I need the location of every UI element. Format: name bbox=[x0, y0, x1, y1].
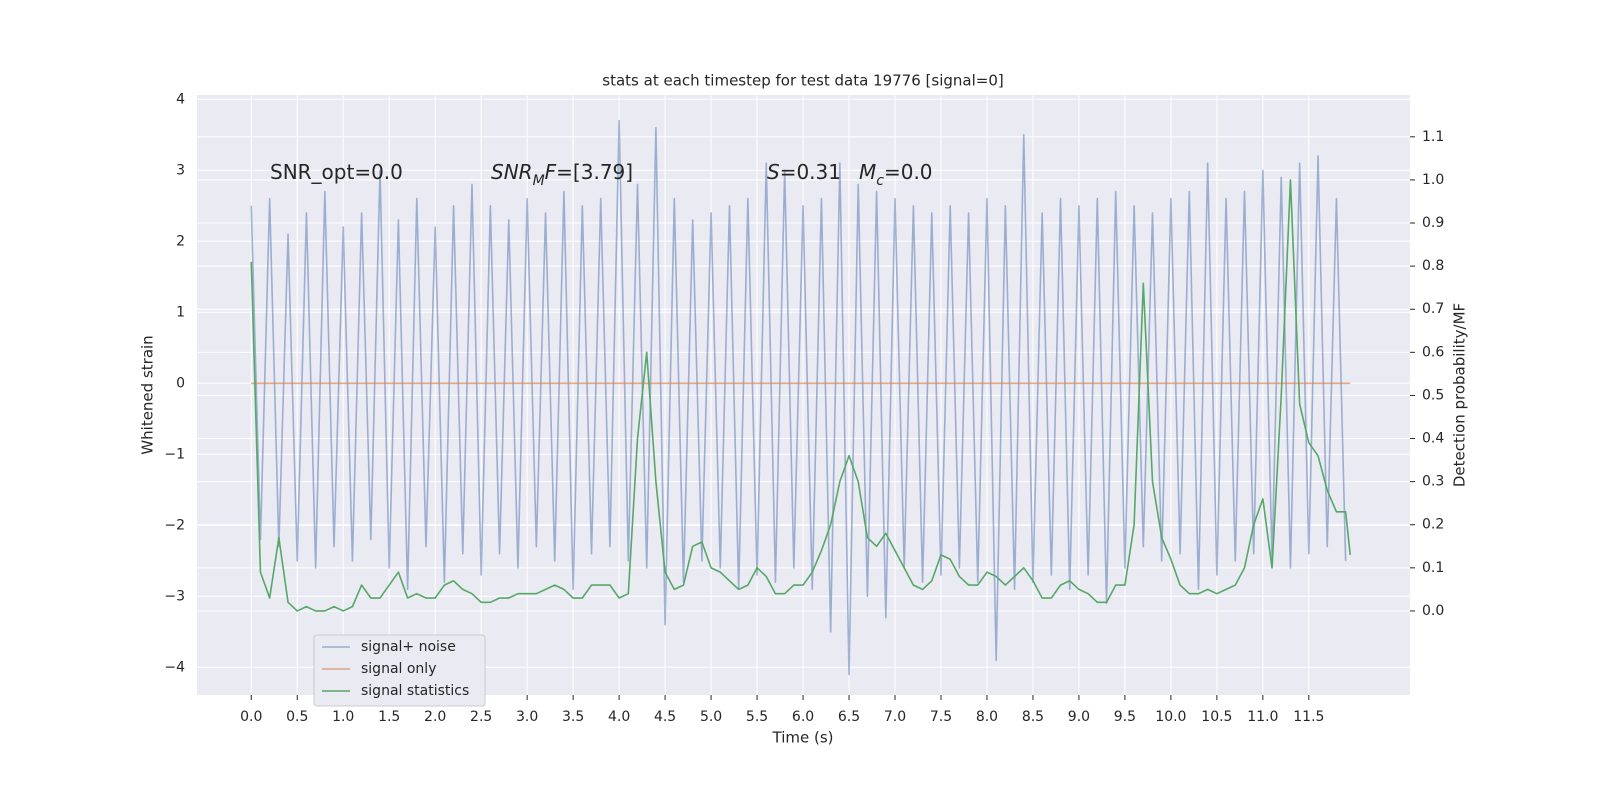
y2-tick-label: 0.0 bbox=[1422, 603, 1444, 619]
x-tick-label: 4.5 bbox=[654, 709, 676, 725]
y2-tick-label: 0.6 bbox=[1422, 344, 1444, 360]
x-tick-label: 5.5 bbox=[746, 709, 768, 725]
annotation: SNRMF=[3.79] bbox=[491, 160, 633, 190]
x-tick-label: 3.5 bbox=[562, 709, 584, 725]
legend-box bbox=[313, 634, 486, 707]
annotation: S=0.31 bbox=[767, 160, 841, 184]
y-axis-label: Whitened strain bbox=[139, 335, 157, 454]
legend-label: signal+ noise bbox=[361, 639, 456, 655]
x-tick-label: 9.5 bbox=[1114, 709, 1136, 725]
legend-label: signal only bbox=[361, 661, 436, 677]
annotation-part: F bbox=[545, 160, 557, 184]
x-tick-label: 11.5 bbox=[1293, 709, 1324, 725]
annotation-part: SNR bbox=[491, 160, 533, 184]
y-tick-label: −3 bbox=[164, 588, 185, 604]
y-tick-label: −1 bbox=[164, 446, 185, 462]
y-tick-label: 1 bbox=[176, 304, 185, 320]
annotation-part: c bbox=[876, 173, 884, 189]
x-tick-label: 7.0 bbox=[884, 709, 906, 725]
y2-tick-label: 0.9 bbox=[1422, 215, 1444, 231]
annotation-part: S bbox=[767, 160, 780, 184]
x-tick-label: 10.5 bbox=[1201, 709, 1232, 725]
x-tick-label: 2.5 bbox=[470, 709, 492, 725]
legend-label: signal statistics bbox=[361, 683, 469, 699]
y2-tick-label: 1.0 bbox=[1422, 172, 1444, 188]
y-tick-label: 2 bbox=[176, 233, 185, 249]
x-tick-label: 8.0 bbox=[976, 709, 998, 725]
x-tick-label: 10.0 bbox=[1155, 709, 1186, 725]
x-tick-label: 5.0 bbox=[700, 709, 722, 725]
series-line bbox=[250, 179, 1352, 612]
y-tick-label: 0 bbox=[176, 375, 185, 391]
annotation: Mc=0.0 bbox=[859, 160, 933, 190]
x-tick-label: 2.0 bbox=[424, 709, 446, 725]
y-tick-label: −2 bbox=[164, 517, 185, 533]
annotation-part: =0.31 bbox=[780, 160, 841, 184]
y-tick-label: −4 bbox=[164, 659, 185, 675]
x-tick-label: 4.0 bbox=[608, 709, 630, 725]
x-tick-label: 3.0 bbox=[516, 709, 538, 725]
annotation: SNR_opt=0.0 bbox=[270, 160, 403, 184]
x-tick-label: 6.0 bbox=[792, 709, 814, 725]
y2-tick-label: 0.8 bbox=[1422, 258, 1444, 274]
y2-tick-label: 0.7 bbox=[1422, 301, 1444, 317]
x-tick-label: 8.5 bbox=[1022, 709, 1044, 725]
x-tick-label: 11.0 bbox=[1247, 709, 1278, 725]
y2-tick-label: 0.4 bbox=[1422, 431, 1444, 447]
x-tick-label: 1.5 bbox=[378, 709, 400, 725]
y2-tick-label: 0.2 bbox=[1422, 517, 1444, 533]
annotation-part: =[3.79] bbox=[556, 160, 633, 184]
y2-axis-label: Detection probability/MF bbox=[1451, 303, 1469, 487]
y2-tick-label: 0.5 bbox=[1422, 387, 1444, 403]
series-line bbox=[250, 119, 1347, 676]
y2-tick-label: 1.1 bbox=[1422, 129, 1444, 145]
x-tick-label: 0.5 bbox=[286, 709, 308, 725]
x-tick-label: 9.0 bbox=[1068, 709, 1090, 725]
x-tick-label: 0.0 bbox=[240, 709, 262, 725]
annotation-part: M bbox=[533, 173, 545, 189]
y-tick-label: 3 bbox=[176, 162, 185, 178]
annotation-part: =0.0 bbox=[884, 160, 933, 184]
x-axis-label: Time (s) bbox=[772, 729, 834, 747]
x-tick-label: 6.5 bbox=[838, 709, 860, 725]
chart-title: stats at each timestep for test data 197… bbox=[602, 72, 1003, 90]
annotation-part: SNR_opt=0.0 bbox=[270, 160, 403, 184]
y-tick-label: 4 bbox=[176, 91, 185, 107]
y2-tick-label: 0.1 bbox=[1422, 560, 1444, 576]
x-tick-label: 7.5 bbox=[930, 709, 952, 725]
x-tick-label: 1.0 bbox=[332, 709, 354, 725]
annotation-part: M bbox=[859, 160, 876, 184]
y2-tick-label: 0.3 bbox=[1422, 474, 1444, 490]
